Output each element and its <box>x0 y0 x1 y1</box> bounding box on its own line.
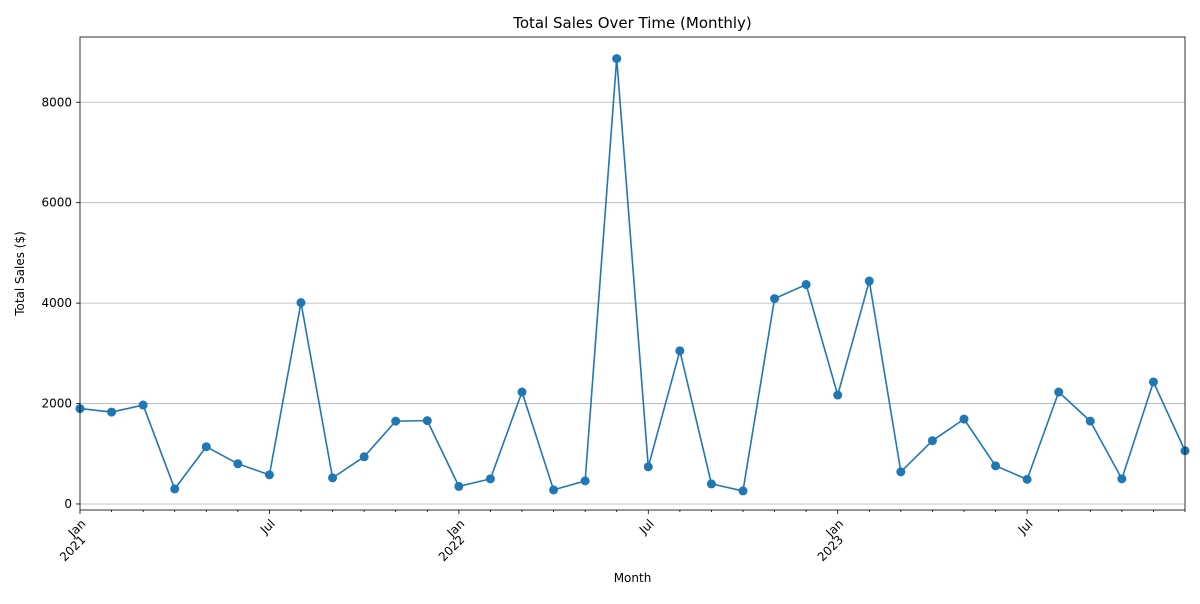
x-axis-label: Month <box>614 571 652 585</box>
x-tick-label-group: Jul <box>636 517 657 538</box>
y-axis-ticks: 0 2000 4000 6000 8000 <box>41 95 80 511</box>
data-point <box>328 473 338 483</box>
data-point <box>801 280 811 290</box>
series-line <box>79 57 1186 492</box>
data-point <box>675 346 685 356</box>
x-tick-label-group: Jul <box>1015 517 1036 538</box>
data-point <box>264 470 274 480</box>
x-tick-label-year: 2021 <box>57 533 88 564</box>
data-point <box>422 416 432 426</box>
y-tick-label: 0 <box>64 497 72 511</box>
data-point <box>1022 474 1032 484</box>
chart-title: Total Sales Over Time (Monthly) <box>512 14 752 32</box>
data-point <box>485 474 495 484</box>
x-tick-label-year: 2022 <box>436 533 467 564</box>
y-tick-label: 6000 <box>41 196 72 210</box>
data-point <box>991 461 1001 471</box>
x-tick-label-year: 2023 <box>815 533 846 564</box>
data-point <box>107 407 117 417</box>
data-point <box>643 462 653 472</box>
data-point <box>770 294 780 304</box>
data-points-layer <box>75 54 1190 496</box>
data-point <box>359 452 369 462</box>
data-point <box>580 476 590 486</box>
x-tick-label-month: Jul <box>636 517 657 538</box>
data-point <box>1085 416 1095 426</box>
y-tick-label: 4000 <box>41 296 72 310</box>
plot-frame <box>79 36 1186 511</box>
data-point <box>454 481 464 491</box>
x-tick-label-month: Jul <box>1015 517 1036 538</box>
y-axis-label: Total Sales ($) <box>13 231 27 317</box>
data-point <box>738 486 748 496</box>
series-line-layer <box>79 57 1186 492</box>
x-tick-label-group: Jul <box>257 517 278 538</box>
data-point <box>201 442 211 452</box>
data-point <box>927 436 937 446</box>
data-point <box>1148 377 1158 387</box>
data-point <box>1054 387 1064 397</box>
data-point <box>549 485 559 495</box>
data-point <box>391 416 401 426</box>
y-tick-label: 8000 <box>41 95 72 109</box>
y-tick-label: 2000 <box>41 397 72 411</box>
data-point <box>517 387 527 397</box>
data-point <box>864 276 874 286</box>
data-point <box>170 484 180 494</box>
grid-layer <box>80 101 1185 505</box>
data-point <box>296 298 306 308</box>
data-point <box>233 459 243 469</box>
data-point <box>959 414 969 424</box>
x-tick-label-month: Jul <box>257 517 278 538</box>
data-point <box>896 467 906 477</box>
data-point <box>1117 474 1127 484</box>
data-point <box>138 400 148 410</box>
data-point <box>706 479 716 489</box>
data-point <box>612 54 622 64</box>
data-point <box>833 390 843 400</box>
